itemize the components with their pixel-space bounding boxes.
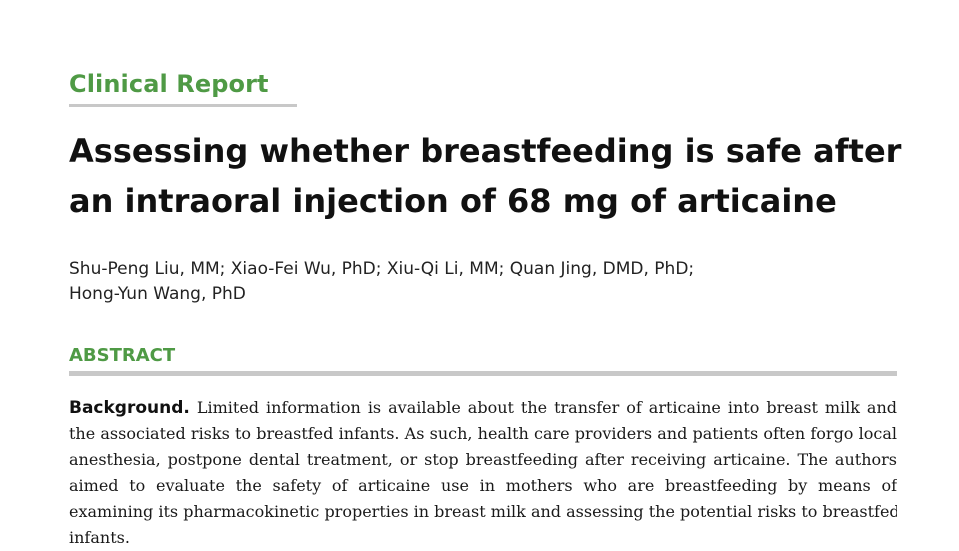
page: { "article": { "section_label": "Clinica…	[69, 70, 902, 547]
abstract-line-text: Limited information is available about t…	[196, 398, 897, 417]
section-label-underline	[69, 104, 297, 107]
abstract-line: the associated risks to breastfed infant…	[69, 424, 897, 443]
background-label: Background.	[69, 398, 190, 418]
abstract-line: aimed to evaluate the safety of articain…	[69, 476, 897, 495]
abstract-line: infants.	[69, 528, 130, 547]
abstract-background: Background. Limited information is avail…	[69, 395, 897, 551]
article-title: Assessing whether breastfeeding is safe …	[69, 126, 902, 226]
article-title-line: an intraoral injection of 68 mg of artic…	[69, 182, 837, 220]
author-line: Hong-Yun Wang, PhD	[69, 284, 246, 304]
abstract-heading: ABSTRACT	[69, 345, 176, 366]
abstract-line: examining its pharmacokinetic properties…	[69, 502, 897, 521]
author-list: Shu-Peng Liu, MM; Xiao-Fei Wu, PhD; Xiu-…	[69, 257, 897, 307]
section-label: Clinical Report	[69, 70, 269, 98]
abstract-line: anesthesia, postpone dental treatment, o…	[69, 450, 897, 469]
abstract-line: Background. Limited information is avail…	[69, 395, 897, 421]
abstract-divider	[69, 371, 897, 376]
author-line: Shu-Peng Liu, MM; Xiao-Fei Wu, PhD; Xiu-…	[69, 259, 695, 279]
article-title-line: Assessing whether breastfeeding is safe …	[69, 132, 902, 170]
